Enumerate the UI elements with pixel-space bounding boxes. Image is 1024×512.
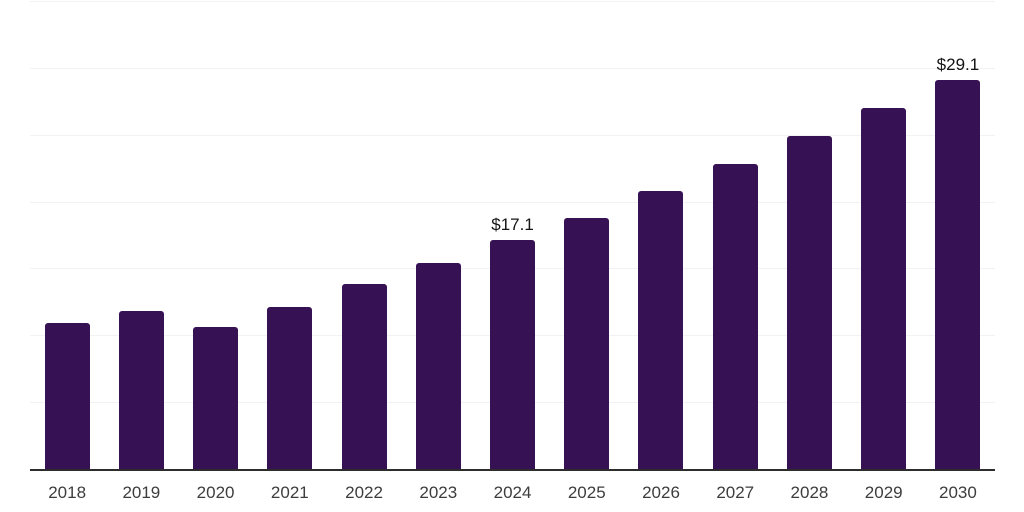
bar-slot-2028	[772, 1, 846, 469]
x-tick-label-2020: 2020	[196, 483, 235, 502]
bar-slot-2020	[178, 1, 252, 469]
x-tick-label-2023: 2023	[419, 483, 458, 502]
bar-2027	[712, 164, 758, 469]
x-tick-label-2028: 2028	[790, 483, 829, 502]
bar-slot-2026	[624, 1, 698, 469]
bar-2025	[564, 217, 610, 469]
gridline	[30, 67, 995, 69]
bars-container: $17.1 $29.1	[30, 1, 995, 469]
gridline	[30, 201, 995, 203]
bar-slot-2018	[30, 1, 104, 469]
bar-slot-2025	[550, 1, 624, 469]
x-tick-label-2025: 2025	[567, 483, 606, 502]
bar-2018	[44, 323, 90, 469]
bar-2021	[267, 307, 313, 469]
bar-slot-2021	[253, 1, 327, 469]
bar-2022	[341, 284, 387, 469]
bar-2030	[935, 79, 981, 469]
x-tick-label-2019: 2019	[122, 483, 161, 502]
bar-2029	[861, 107, 907, 469]
x-tick-label-2024: 2024	[493, 483, 532, 502]
x-axis-labels: 2018 2019 2020 2021 2022 2023 2024 2025 2026 2027…	[30, 483, 995, 503]
bar-slot-2029	[847, 1, 921, 469]
gridline	[30, 134, 995, 136]
bar-2026	[638, 190, 684, 469]
plot-area: $17.1 $29.1	[30, 1, 995, 469]
x-tick-label-2030: 2030	[939, 483, 977, 502]
bar-2024	[490, 240, 536, 469]
bar-2028	[786, 136, 832, 469]
x-tick-label-2021: 2021	[270, 483, 309, 502]
x-tick-label-2027: 2027	[716, 483, 755, 502]
bar-slot-2019	[104, 1, 178, 469]
bar-value-label: $29.1	[936, 54, 980, 74]
x-tick-label-2029: 2029	[864, 483, 903, 502]
bar-slot-2022	[327, 1, 401, 469]
bar-slot-2030: $29.1	[921, 1, 995, 469]
x-tick-label-2026: 2026	[642, 483, 680, 502]
gridline	[30, 1, 995, 2]
x-tick-label-2022: 2022	[345, 483, 383, 502]
bar-2019	[118, 311, 164, 469]
x-tick-label-2018: 2018	[48, 483, 87, 502]
bar-slot-2023	[401, 1, 475, 469]
x-axis-line	[30, 469, 995, 471]
bar-slot-2027	[698, 1, 772, 469]
bar-2020	[193, 327, 239, 469]
bar-slot-2024: $17.1	[475, 1, 549, 469]
bar-value-label: $17.1	[491, 215, 534, 235]
bar-2023	[415, 263, 461, 469]
